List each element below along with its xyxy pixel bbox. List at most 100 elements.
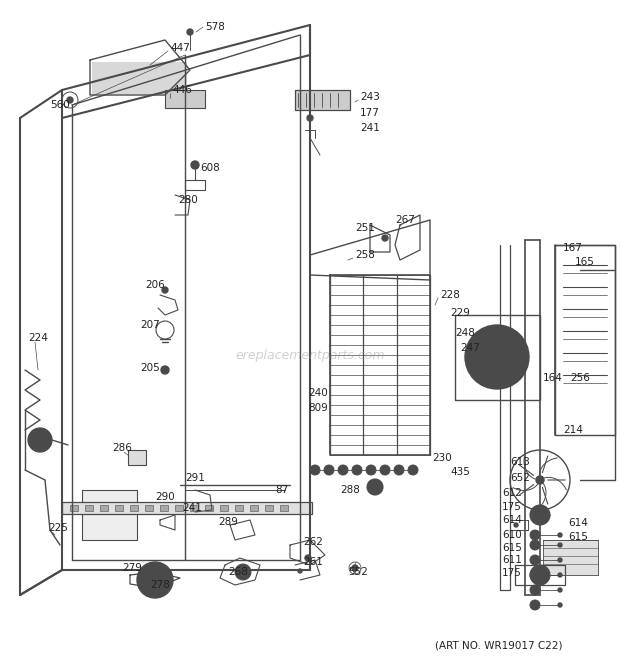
Circle shape bbox=[367, 479, 383, 495]
Text: 552: 552 bbox=[348, 567, 368, 577]
Text: 435: 435 bbox=[450, 467, 470, 477]
Text: 230: 230 bbox=[432, 453, 452, 463]
Text: 205: 205 bbox=[140, 363, 160, 373]
Text: 279: 279 bbox=[122, 563, 142, 573]
Text: 288: 288 bbox=[340, 485, 360, 495]
Circle shape bbox=[530, 565, 550, 585]
Circle shape bbox=[352, 565, 358, 571]
Circle shape bbox=[530, 570, 540, 580]
Circle shape bbox=[530, 555, 540, 565]
Bar bbox=[205, 505, 213, 511]
Text: 207: 207 bbox=[140, 320, 160, 330]
Circle shape bbox=[310, 465, 320, 475]
Text: 175: 175 bbox=[502, 568, 522, 578]
Text: 286: 286 bbox=[112, 443, 132, 453]
Text: 243: 243 bbox=[360, 92, 380, 102]
Bar bbox=[145, 505, 153, 511]
Text: 809: 809 bbox=[308, 403, 328, 413]
Bar bbox=[220, 505, 228, 511]
Text: 214: 214 bbox=[563, 425, 583, 435]
Text: 267: 267 bbox=[395, 215, 415, 225]
Text: 615: 615 bbox=[502, 543, 522, 553]
Bar bbox=[70, 505, 78, 511]
Text: 613: 613 bbox=[510, 457, 530, 467]
Text: 225: 225 bbox=[48, 523, 68, 533]
Text: ereplacementparts.com: ereplacementparts.com bbox=[235, 348, 385, 362]
Text: 167: 167 bbox=[563, 243, 583, 253]
Text: (ART NO. WR19017 C22): (ART NO. WR19017 C22) bbox=[435, 640, 562, 650]
Circle shape bbox=[147, 572, 163, 588]
Bar bbox=[82, 490, 137, 540]
Text: 229: 229 bbox=[450, 308, 470, 318]
Circle shape bbox=[380, 465, 390, 475]
Text: 206: 206 bbox=[145, 280, 165, 290]
Text: 614: 614 bbox=[568, 518, 588, 528]
Circle shape bbox=[187, 29, 193, 35]
Text: 251: 251 bbox=[355, 223, 375, 233]
Text: 241: 241 bbox=[360, 123, 380, 133]
Text: 224: 224 bbox=[28, 333, 48, 343]
Text: 611: 611 bbox=[502, 555, 522, 565]
Circle shape bbox=[558, 588, 562, 592]
Text: 560: 560 bbox=[50, 100, 69, 110]
Circle shape bbox=[558, 573, 562, 577]
Bar bbox=[128, 450, 146, 465]
Text: 87: 87 bbox=[275, 485, 288, 495]
Text: 614: 614 bbox=[502, 515, 522, 525]
Bar bbox=[100, 505, 108, 511]
Text: 240: 240 bbox=[308, 388, 328, 398]
Text: 291: 291 bbox=[185, 473, 205, 483]
Text: 256: 256 bbox=[570, 373, 590, 383]
Circle shape bbox=[530, 540, 540, 550]
Text: 258: 258 bbox=[355, 250, 375, 260]
Circle shape bbox=[67, 97, 73, 103]
Bar bbox=[543, 540, 598, 575]
Bar bbox=[543, 540, 598, 575]
Text: 228: 228 bbox=[440, 290, 460, 300]
Bar bbox=[92, 62, 187, 94]
Bar bbox=[190, 505, 198, 511]
Text: 608: 608 bbox=[200, 163, 219, 173]
Circle shape bbox=[514, 523, 518, 527]
Circle shape bbox=[558, 558, 562, 562]
Bar bbox=[85, 505, 93, 511]
Bar bbox=[160, 505, 168, 511]
Bar bbox=[280, 505, 288, 511]
Circle shape bbox=[465, 325, 529, 389]
Circle shape bbox=[558, 533, 562, 537]
Text: 261: 261 bbox=[303, 557, 323, 567]
Text: 175: 175 bbox=[502, 502, 522, 512]
Circle shape bbox=[530, 530, 540, 540]
Circle shape bbox=[530, 585, 540, 595]
Circle shape bbox=[366, 465, 376, 475]
Circle shape bbox=[338, 465, 348, 475]
Text: 262: 262 bbox=[303, 537, 323, 547]
Bar bbox=[130, 505, 138, 511]
Bar bbox=[235, 505, 243, 511]
Bar bbox=[250, 505, 258, 511]
Circle shape bbox=[492, 352, 502, 362]
Circle shape bbox=[558, 603, 562, 607]
Text: 280: 280 bbox=[178, 195, 198, 205]
Text: 447: 447 bbox=[170, 43, 190, 53]
Circle shape bbox=[408, 465, 418, 475]
Bar bbox=[510, 520, 528, 530]
Text: 241: 241 bbox=[182, 503, 202, 513]
Bar bbox=[165, 90, 205, 108]
Circle shape bbox=[235, 564, 251, 580]
Text: 612: 612 bbox=[502, 488, 522, 498]
Circle shape bbox=[530, 505, 550, 525]
Circle shape bbox=[307, 115, 313, 121]
Circle shape bbox=[191, 161, 199, 169]
Circle shape bbox=[305, 555, 311, 561]
Text: 165: 165 bbox=[575, 257, 595, 267]
Text: 578: 578 bbox=[205, 22, 225, 32]
Circle shape bbox=[382, 235, 388, 241]
Circle shape bbox=[28, 428, 52, 452]
Circle shape bbox=[530, 600, 540, 610]
Circle shape bbox=[149, 573, 155, 579]
Bar bbox=[265, 505, 273, 511]
Circle shape bbox=[324, 465, 334, 475]
Circle shape bbox=[352, 465, 362, 475]
Circle shape bbox=[558, 543, 562, 547]
